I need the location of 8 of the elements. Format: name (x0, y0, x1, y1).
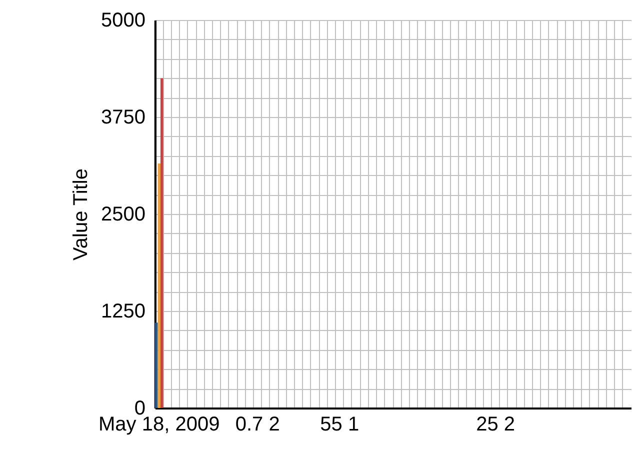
y-axis-title: Value Title (70, 168, 92, 260)
x-tick-label: 25 2 (476, 414, 516, 436)
y-tick-label: 5000 (101, 10, 146, 32)
y-tick-label: 3750 (101, 106, 146, 128)
x-tick-label: 0.7 2 (235, 414, 280, 436)
y-tick-label: 2500 (101, 204, 146, 226)
y-tick-label: 1250 (101, 300, 146, 322)
x-tick-label: 55 1 (320, 414, 360, 436)
